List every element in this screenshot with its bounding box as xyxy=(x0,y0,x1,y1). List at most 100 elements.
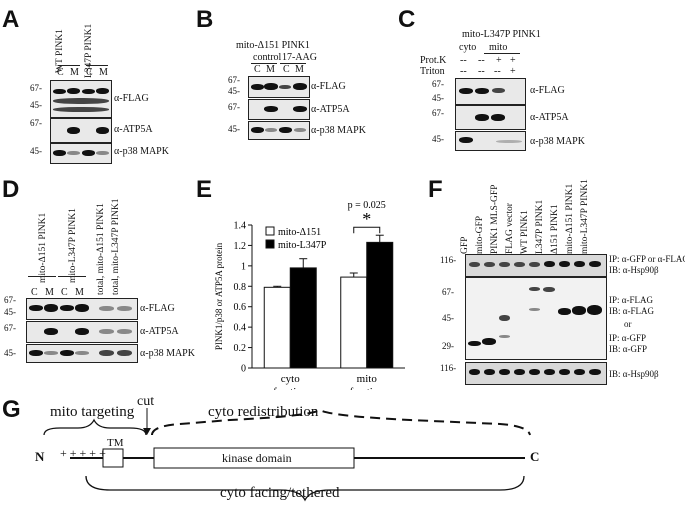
panel-c-letter: C xyxy=(398,6,416,33)
x-tick-label: cyto xyxy=(281,373,300,385)
fraction-label: C xyxy=(86,67,93,78)
header-line xyxy=(280,63,306,64)
brace-tethered xyxy=(85,475,525,502)
fraction-label: M xyxy=(99,67,108,78)
x-tick-label: mito xyxy=(357,373,378,385)
lane-header: total, mito-L347P PINK1 xyxy=(111,198,121,296)
header-line xyxy=(86,65,108,66)
lane-header: total, mito-Δ151 PINK1 xyxy=(96,203,106,295)
y-tick-label: 0 xyxy=(241,364,246,375)
header-line xyxy=(58,65,80,66)
p-value: p = 0.025 xyxy=(348,200,386,211)
blot-atp5a xyxy=(248,99,310,120)
mw-marker: 45- xyxy=(442,313,454,323)
domain-diagram xyxy=(43,408,531,502)
blot-label: α-p38 MAPK xyxy=(114,146,169,157)
label-kinase: kinase domain xyxy=(222,451,292,465)
fraction-label: C xyxy=(283,64,290,75)
mw-marker: 67- xyxy=(442,287,454,297)
panel-title: mito-Δ151 PINK1 xyxy=(236,40,310,51)
fraction-label: C xyxy=(31,287,38,298)
panel-b-letter: B xyxy=(196,6,214,33)
row-label: Prot.K xyxy=(420,55,447,66)
row-value: -- xyxy=(478,55,485,66)
header-line xyxy=(28,276,56,277)
blot-label: α-ATP5A xyxy=(530,112,569,123)
bar xyxy=(340,276,368,369)
fraction-label: M xyxy=(45,287,54,298)
mw-marker: 45- xyxy=(228,86,240,96)
blot-p38 xyxy=(26,344,138,363)
significance-star: * xyxy=(362,209,371,229)
label-c-terminus: C xyxy=(530,449,540,464)
kinase-box xyxy=(153,447,355,469)
blot-flag xyxy=(248,76,310,98)
y-tick-label: 1.4 xyxy=(234,221,247,232)
y-tick-label: 0.6 xyxy=(234,302,247,313)
mw-marker: 45- xyxy=(228,124,240,134)
blot-label: α-FLAG xyxy=(140,303,175,314)
mw-marker: 67- xyxy=(30,83,42,93)
row-value: -- xyxy=(460,55,467,66)
bar xyxy=(263,286,291,369)
lane-header: mito-Δ151 PINK1 xyxy=(38,212,48,283)
lane-header: GFP xyxy=(460,236,470,254)
fraction-label: M xyxy=(295,64,304,75)
panel-e-letter: E xyxy=(196,176,213,203)
label-cut: cut xyxy=(137,394,155,409)
blot-label: α-ATP5A xyxy=(140,326,179,337)
y-tick-label: 0.2 xyxy=(234,343,247,354)
legend-label: mito-L347P xyxy=(278,240,327,251)
mw-marker: 116- xyxy=(440,255,457,265)
fraction-label: M xyxy=(70,67,79,78)
mw-marker: 67- xyxy=(432,108,444,118)
row-value: + xyxy=(510,55,516,66)
blot-label: α-FLAG xyxy=(311,81,346,92)
brace-mito xyxy=(43,418,147,436)
blot-label: α-ATP5A xyxy=(311,104,350,115)
mw-marker: 67- xyxy=(228,102,240,112)
blot-p38 xyxy=(455,131,526,151)
significance-bracket xyxy=(353,226,381,234)
tm-box xyxy=(102,448,124,468)
blot-flag xyxy=(26,298,138,320)
fraction-label: M xyxy=(75,287,84,298)
mw-marker: 45- xyxy=(4,348,16,358)
bar xyxy=(289,267,317,369)
mw-marker: 67- xyxy=(432,79,444,89)
blot-label: α-ATP5A xyxy=(114,124,153,135)
panel-a-letter: A xyxy=(2,6,20,33)
blot-atp5a xyxy=(26,321,138,343)
label-tm: TM xyxy=(107,437,124,449)
label-cyto-facing: cyto facing/tethered xyxy=(220,485,340,501)
blot-label: IB: α-Hsp90β xyxy=(609,369,659,379)
lane-header: mito-GFP xyxy=(475,215,485,254)
blot-hsp90 xyxy=(465,362,607,385)
fraction-label: M xyxy=(266,64,275,75)
cut-arrowhead xyxy=(143,428,151,435)
label-cyto-redistribution: cyto redistribution xyxy=(208,404,319,420)
row-value: + xyxy=(496,55,502,66)
lane-header: WT PINK1 xyxy=(520,210,530,254)
header-line xyxy=(58,276,86,277)
y-tick-label: 1 xyxy=(241,261,246,272)
mw-marker: 45- xyxy=(30,146,42,156)
row-value: + xyxy=(510,66,516,77)
blot-main xyxy=(465,277,607,360)
brace-cyto xyxy=(151,408,531,436)
x-tick-label: fraction xyxy=(350,386,385,390)
lane-header: L347P PINK1 xyxy=(535,199,545,254)
y-tick-label: 0.4 xyxy=(234,323,247,334)
mw-marker: 45- xyxy=(432,134,444,144)
blot-hsp90-ip xyxy=(465,254,607,277)
mw-marker: 29- xyxy=(442,341,454,351)
blot-label: α-p38 MAPK xyxy=(140,348,195,359)
header-line xyxy=(251,63,277,64)
group-label: mito xyxy=(489,42,508,53)
label-plus: + + + + + xyxy=(60,446,106,460)
blot-label: α-FLAG xyxy=(114,93,149,104)
lane-header: PINK1 MLS-GFP xyxy=(490,184,500,254)
blot-label: IB: α-Hsp90β xyxy=(609,265,659,275)
y-tick-label: 0.8 xyxy=(234,282,247,293)
panel-title: mito-L347P PINK1 xyxy=(462,29,541,40)
